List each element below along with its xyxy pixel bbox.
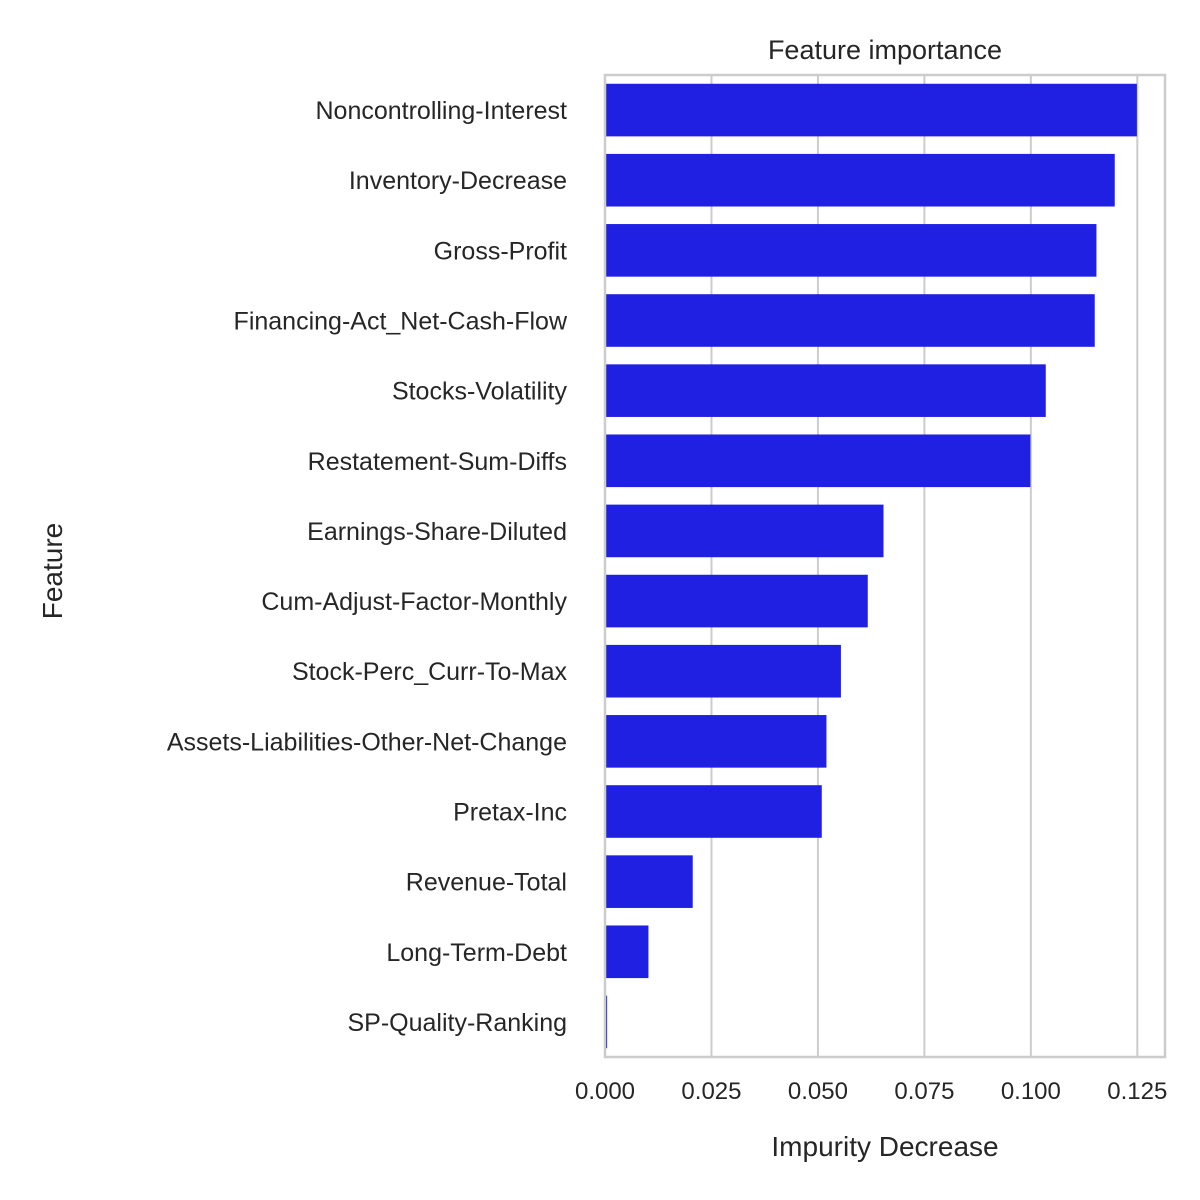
y-tick-label: Earnings-Share-Diluted (307, 518, 567, 546)
y-tick-label: Pretax-Inc (453, 799, 567, 827)
y-tick-label: Inventory-Decrease (349, 167, 567, 195)
bar (605, 434, 1031, 488)
bar (605, 925, 649, 979)
x-tick-label: 0.000 (575, 1078, 635, 1105)
chart-title: Feature importance (768, 35, 1002, 65)
bar (605, 224, 1097, 277)
bars (605, 83, 1137, 1049)
y-axis-categories: Noncontrolling-Interest Inventory-Decreas… (167, 97, 568, 1037)
x-tick-label: 0.100 (1001, 1078, 1061, 1105)
plot-frame (603, 73, 1167, 1059)
y-tick-label: Revenue-Total (406, 869, 567, 897)
y-tick-label: Long-Term-Debt (386, 939, 567, 967)
y-tick-label: Stock-Perc_Curr-To-Max (292, 658, 568, 686)
gridlines (604, 75, 1139, 1057)
bar (605, 855, 693, 908)
y-tick-label: Gross-Profit (434, 237, 567, 265)
x-tick-label: 0.125 (1107, 1078, 1167, 1105)
x-tick-label: 0.075 (894, 1078, 954, 1105)
y-axis-label: Feature (37, 523, 68, 620)
x-tick-label: 0.050 (788, 1078, 848, 1105)
y-tick-label: Stocks-Volatility (392, 378, 568, 406)
y-tick-label: Cum-Adjust-Factor-Monthly (261, 588, 567, 616)
bar (605, 715, 827, 768)
bar (605, 153, 1115, 207)
y-tick-label: Restatement-Sum-Diffs (308, 448, 567, 476)
bar (605, 785, 822, 838)
y-tick-label: SP-Quality-Ranking (347, 1009, 567, 1037)
y-tick-label: Noncontrolling-Interest (315, 97, 567, 125)
x-axis-label: Impurity Decrease (771, 1131, 998, 1162)
bar (605, 574, 868, 628)
bar (605, 294, 1095, 347)
bar (605, 83, 1137, 137)
x-tick-label: 0.025 (681, 1078, 741, 1105)
y-tick-label: Financing-Act_Net-Cash-Flow (234, 308, 568, 336)
y-tick-label: Assets-Liabilities-Other-Net-Change (167, 728, 567, 756)
x-axis-ticks: 0.000 0.025 0.050 0.075 0.100 0.125 (575, 1078, 1167, 1105)
bar (605, 364, 1046, 417)
bar (605, 644, 841, 698)
bar (605, 504, 884, 558)
